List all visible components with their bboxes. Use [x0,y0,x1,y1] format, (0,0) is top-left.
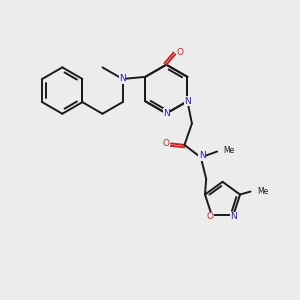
Text: N: N [119,74,126,83]
Text: N: N [231,212,237,221]
Text: N: N [163,109,170,118]
Text: O: O [207,212,214,221]
Text: Me: Me [224,146,235,154]
Text: N: N [199,152,206,160]
Text: O: O [162,139,169,148]
Text: O: O [176,48,183,57]
Text: N: N [184,97,191,106]
Text: Me: Me [257,187,268,196]
